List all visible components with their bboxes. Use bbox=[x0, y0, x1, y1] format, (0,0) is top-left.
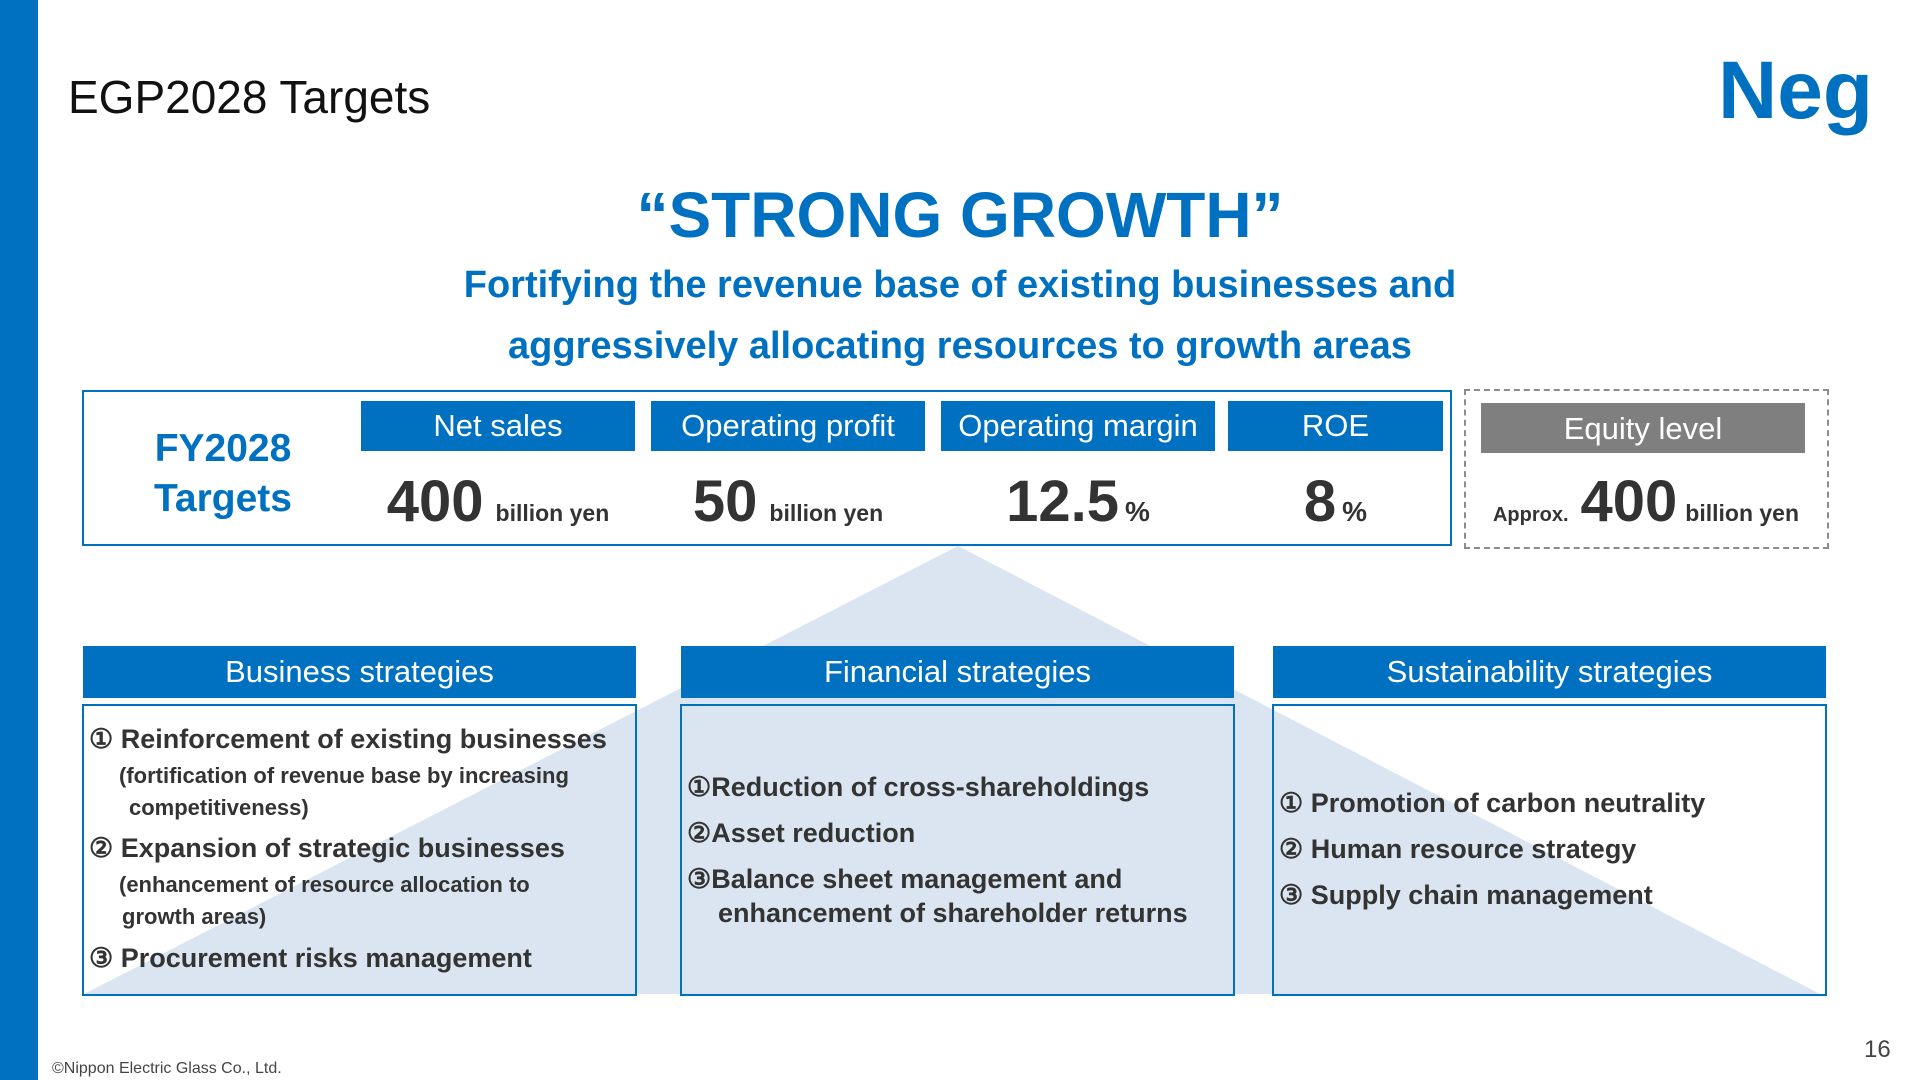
business-item-3: ③ Procurement risks management bbox=[89, 943, 532, 973]
page-number: 16 bbox=[1864, 1036, 1891, 1063]
financial-item-1: ①Reduction of cross-shareholdings bbox=[687, 772, 1150, 802]
net-sales-number: 400 bbox=[386, 469, 484, 534]
equity-number: 400 bbox=[1580, 469, 1678, 534]
sustainability-item-1: ① Promotion of carbon neutrality bbox=[1279, 788, 1706, 818]
business-item-1-detail-line1: (fortification of revenue base by increa… bbox=[119, 763, 569, 788]
slide-title: EGP2028 Targets bbox=[68, 71, 431, 123]
equity-level-header: Equity level bbox=[1481, 403, 1805, 453]
business-strategies-header: Business strategies bbox=[83, 646, 636, 698]
fy-label-line1: FY2028 bbox=[154, 427, 292, 470]
copyright-notice: ©Nippon Electric Glass Co., Ltd. bbox=[52, 1060, 282, 1077]
net-sales-unit: billion yen bbox=[495, 500, 610, 526]
brand-sidebar-bar bbox=[0, 0, 38, 1080]
operating-margin-unit: % bbox=[1124, 496, 1150, 527]
financial-strategies-box bbox=[680, 704, 1235, 996]
financial-item-3: ③Balance sheet management and bbox=[687, 864, 1123, 894]
equity-unit: billion yen bbox=[1685, 500, 1800, 526]
financial-strategies-header: Financial strategies bbox=[681, 646, 1234, 698]
financial-item-2: ②Asset reduction bbox=[687, 818, 916, 848]
kpi-value-roe: 8 % bbox=[1228, 468, 1443, 538]
logo-text: Neg bbox=[1718, 48, 1873, 136]
kpi-header-net-sales: Net sales bbox=[361, 401, 635, 451]
fy2028-targets-label: FY2028 Targets bbox=[118, 424, 328, 524]
neg-logo: Neg bbox=[1718, 48, 1873, 136]
equity-approx-prefix: Approx. bbox=[1492, 504, 1569, 526]
business-item-1-detail-line2: competitiveness) bbox=[129, 795, 309, 820]
sustainability-strategies-box bbox=[1272, 704, 1827, 996]
business-item-1: ① Reinforcement of existing businesses bbox=[89, 724, 607, 754]
kpi-header-operating-profit: Operating profit bbox=[651, 401, 925, 451]
equity-level-value: Approx. 400 billion yen bbox=[1470, 468, 1822, 538]
business-strategies-box bbox=[82, 704, 637, 996]
sustainability-item-2: ② Human resource strategy bbox=[1279, 834, 1637, 864]
kpi-value-net-sales: 400 billion yen bbox=[361, 468, 635, 538]
operating-profit-unit: billion yen bbox=[769, 500, 884, 526]
roe-number: 8 bbox=[1303, 469, 1337, 534]
kpi-header-roe: ROE bbox=[1228, 401, 1443, 451]
operating-profit-number: 50 bbox=[692, 469, 758, 534]
subheadline-line1: Fortifying the revenue base of existing … bbox=[463, 264, 1457, 306]
headline: “STRONG GROWTH” bbox=[636, 179, 1284, 251]
kpi-value-operating-margin: 12.5 % bbox=[941, 468, 1215, 538]
kpi-value-operating-profit: 50 billion yen bbox=[651, 468, 925, 538]
business-item-2-detail-line1: (enhancement of resource allocation to bbox=[119, 872, 530, 897]
financial-item-3-line2: enhancement of shareholder returns bbox=[718, 898, 1188, 928]
sustainability-item-3: ③ Supply chain management bbox=[1279, 880, 1653, 910]
operating-margin-number: 12.5 bbox=[1006, 469, 1119, 534]
equity-level-box bbox=[1464, 389, 1829, 549]
kpi-header-operating-margin: Operating margin bbox=[941, 401, 1215, 451]
fy2028-targets-box bbox=[82, 390, 1452, 546]
roe-unit: % bbox=[1342, 496, 1368, 527]
business-item-2: ② Expansion of strategic businesses bbox=[89, 833, 565, 863]
business-item-2-detail-line2: growth areas) bbox=[122, 904, 267, 929]
sustainability-strategies-header: Sustainability strategies bbox=[1273, 646, 1826, 698]
subheadline-line2: aggressively allocating resources to gro… bbox=[508, 325, 1412, 367]
fy-label-line2: Targets bbox=[154, 477, 292, 520]
